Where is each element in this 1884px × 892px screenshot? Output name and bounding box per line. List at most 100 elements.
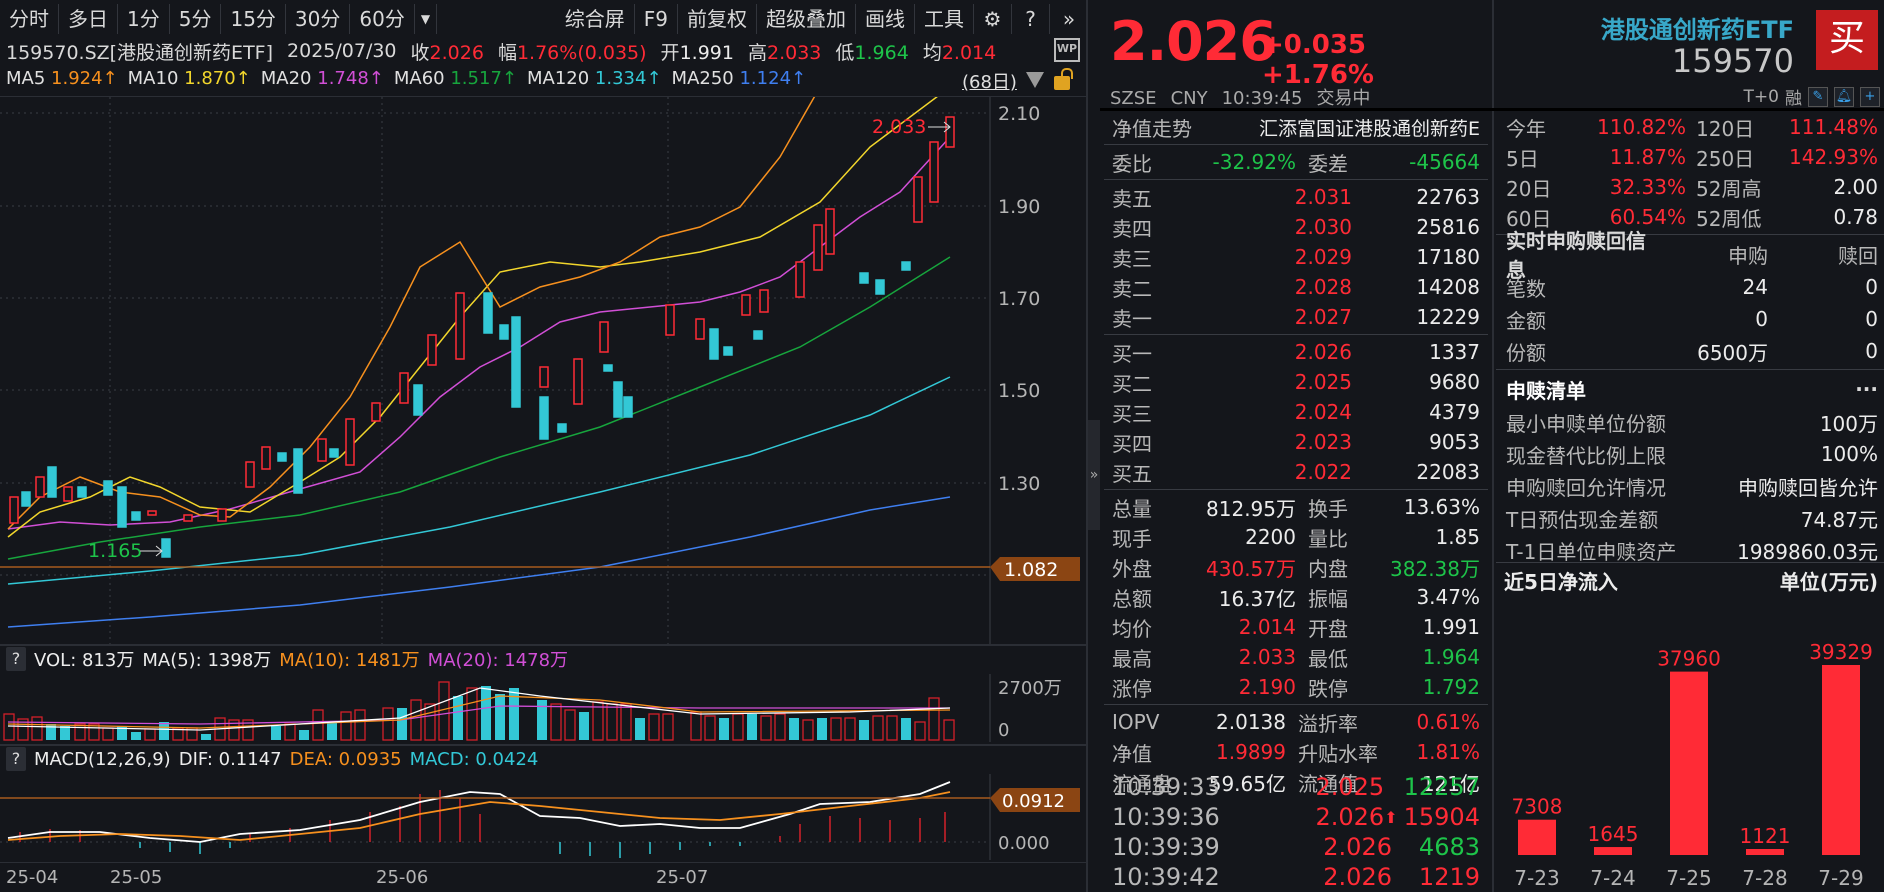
creation-row: 申购赎回允许情况 申购赎回皆允许 bbox=[1506, 475, 1878, 500]
tab-60min[interactable]: 60分 bbox=[350, 4, 415, 34]
help-icon[interactable]: ? bbox=[1012, 4, 1050, 34]
tab-30min[interactable]: 30分 bbox=[286, 4, 351, 34]
return-row: 5日 11.87% 250日 142.93% bbox=[1506, 145, 1878, 171]
vol-ma5: MA(5): 1398万 bbox=[142, 650, 272, 671]
vol-ma20: MA(20): 1478万 bbox=[427, 650, 569, 671]
inflow-value: 7308 bbox=[1512, 795, 1563, 819]
period-dropdown-icon[interactable]: ▼ bbox=[415, 4, 438, 34]
return-row: 60日 60.54% 52周低 0.78 bbox=[1506, 205, 1878, 231]
ask-row[interactable]: 卖四 2.030 25816 bbox=[1112, 215, 1480, 241]
inflow-bar bbox=[1518, 819, 1556, 855]
double-chevron-right-icon[interactable]: » bbox=[1062, 7, 1076, 31]
tools-button[interactable]: 工具 bbox=[915, 4, 974, 34]
subscription-row: 笔数 24 0 bbox=[1506, 275, 1878, 301]
vol-ma10: MA(10): 1481万 bbox=[279, 650, 420, 671]
wp-monitor-icon[interactable]: WP bbox=[1054, 38, 1080, 62]
vol-value: VOL: 813万 bbox=[34, 650, 135, 671]
bid-row[interactable]: 买三 2.024 4379 bbox=[1112, 400, 1480, 426]
tick-row: 10:39:36 2.026 ⬆ 15904 bbox=[1112, 803, 1480, 831]
bid-row[interactable]: 买五 2.022 22083 bbox=[1112, 460, 1480, 486]
forward-adjust-button[interactable]: 前复权 bbox=[678, 4, 757, 34]
bid-row[interactable]: 买四 2.023 9053 bbox=[1112, 430, 1480, 456]
order-book: 净值走势 汇添富国证港股通创新药E 委比 -32.92% 委差 -45664 卖五 2… bbox=[1104, 112, 1488, 797]
tab-15min[interactable]: 15分 bbox=[221, 4, 286, 34]
ask-row[interactable]: 卖二 2.028 14208 bbox=[1112, 275, 1480, 301]
date-label: 2025/07/30 bbox=[287, 40, 397, 62]
x-tick-25-06: 25-06 bbox=[376, 867, 429, 888]
macd-value: MACD: 0.0424 bbox=[409, 748, 539, 770]
inflow-bar bbox=[1594, 847, 1632, 855]
more-icon[interactable]: ··· bbox=[1855, 377, 1878, 401]
ma250-item: MA250 1.124↑ bbox=[671, 68, 807, 89]
candlestick-chart[interactable]: 2.10 1.90 1.70 1.50 1.30 bbox=[0, 36, 1088, 645]
inflow-date: 7-25 bbox=[1666, 866, 1711, 890]
gear-icon[interactable]: ⚙ bbox=[974, 4, 1012, 34]
volume-help-button[interactable]: ? bbox=[6, 647, 26, 671]
draw-line-button[interactable]: 画线 bbox=[856, 4, 915, 34]
macd-axis-zero: 0.000 bbox=[998, 833, 1050, 854]
high-marker-label: 2.033 bbox=[872, 116, 926, 138]
composite-screen-button[interactable]: 综合屏 bbox=[556, 4, 635, 34]
tab-multi-day[interactable]: 多日 bbox=[59, 4, 118, 34]
security-name: 港股通创新药ETF bbox=[1600, 16, 1794, 44]
y-tick-1-50: 1.50 bbox=[998, 380, 1040, 402]
inflow-value: 39329 bbox=[1809, 640, 1873, 664]
return-row: 20日 32.33% 52周高 2.00 bbox=[1506, 175, 1878, 201]
tick-row: 10:39:39 2.026 4683 bbox=[1112, 833, 1480, 861]
ma-legend: MA5 1.924↑ MA10 1.870↑ MA20 1.748↑ MA60 … bbox=[6, 68, 806, 92]
f9-button[interactable]: F9 bbox=[635, 4, 678, 34]
etf-stat-row: 净值 1.9899 升贴水率 1.81% bbox=[1112, 740, 1480, 766]
pencil-icon[interactable]: ✎ bbox=[1808, 86, 1828, 107]
tick-row: 10:39:33 2.025 12257 bbox=[1112, 773, 1480, 801]
order-ratio-row: 委比 -32.92% 委差 -45664 bbox=[1112, 150, 1480, 176]
tab-5min[interactable]: 5分 bbox=[170, 4, 222, 34]
close-field: 收2.026 bbox=[410, 41, 484, 64]
macd-help-button[interactable]: ? bbox=[6, 747, 26, 771]
bid-row[interactable]: 买二 2.025 9680 bbox=[1112, 370, 1480, 396]
quote-panel: 2.026 +0.035 +1.76% SZSE CNY 10:39:45 交易中 bbox=[1100, 0, 1494, 892]
x-tick-25-05: 25-05 bbox=[110, 867, 163, 888]
nav-trend-row[interactable]: 净值走势 汇添富国证港股通创新药E bbox=[1112, 116, 1480, 141]
triangle-down-icon[interactable] bbox=[1026, 72, 1044, 88]
date-axis: 25-04 25-05 25-06 25-07 bbox=[0, 862, 1088, 892]
t0-flag: T+0 bbox=[1743, 86, 1779, 107]
net-inflow-header: 近5日净流入 单位(万元) bbox=[1504, 569, 1878, 594]
stat-row: 外盘 430.57万 内盘 382.38万 bbox=[1112, 556, 1480, 581]
y-tick-1-30: 1.30 bbox=[998, 473, 1040, 495]
tab-1min[interactable]: 1分 bbox=[118, 4, 170, 34]
macd-chart[interactable]: 0.0912 0.000 bbox=[0, 774, 1088, 860]
unlock-icon[interactable] bbox=[1054, 68, 1073, 90]
macd-title: MACD(12,26,9) bbox=[34, 748, 171, 770]
bell-icon[interactable]: 🔔︎ bbox=[1834, 86, 1854, 107]
fund-info-panel: 今年 110.82% 120日 111.48% 5日 11.87% 250日 142.93%… bbox=[1496, 112, 1884, 566]
subscription-row: 份额 6500万 0 bbox=[1506, 339, 1878, 365]
y-tick-2-10: 2.10 bbox=[998, 103, 1040, 125]
bid-row[interactable]: 买一 2.026 1337 bbox=[1112, 340, 1480, 366]
up-arrow-icon: ⬆ bbox=[1384, 807, 1398, 827]
stat-row: 最高 2.033 最低 1.964 bbox=[1112, 645, 1480, 671]
y-tick-1-70: 1.70 bbox=[998, 288, 1040, 310]
low-marker-label: 1.165 bbox=[88, 540, 142, 562]
creation-row: 现金替代比例上限 100% bbox=[1506, 442, 1878, 468]
tick-row: 10:39:42 2.026 1219 bbox=[1112, 863, 1480, 891]
buy-button[interactable]: 买 bbox=[1816, 10, 1878, 70]
tab-intraday[interactable]: 分时 bbox=[0, 4, 59, 34]
inflow-date: 7-24 bbox=[1590, 866, 1635, 890]
volume-chart[interactable]: 2700万 0 bbox=[0, 674, 1088, 742]
ask-row[interactable]: 卖一 2.027 12229 bbox=[1112, 305, 1480, 331]
symbol-label: 159570.SZ[港股通创新药ETF] bbox=[6, 41, 274, 64]
stat-row: 总量 812.95万 换手 13.63% bbox=[1112, 495, 1480, 521]
super-overlay-button[interactable]: 超级叠加 bbox=[757, 4, 856, 34]
visible-days-link[interactable]: (68日) bbox=[962, 72, 1017, 93]
collapse-panel-button[interactable]: » bbox=[1088, 420, 1100, 530]
inflow-bar bbox=[1822, 665, 1860, 855]
macd-legend: ? MACD(12,26,9) DIF: 0.1147 DEA: 0.0935 … bbox=[0, 744, 1088, 772]
inflow-date: 7-29 bbox=[1818, 866, 1863, 890]
plus-icon[interactable]: + bbox=[1860, 86, 1880, 107]
ask-row[interactable]: 卖五 2.031 22763 bbox=[1112, 185, 1480, 211]
subscription-row: 金额 0 0 bbox=[1506, 307, 1878, 333]
subscription-header: 实时申购赎回信息 申购 赎回 bbox=[1506, 229, 1878, 282]
open-field: 开1.991 bbox=[660, 41, 734, 64]
ask-row[interactable]: 卖三 2.029 17180 bbox=[1112, 245, 1480, 271]
